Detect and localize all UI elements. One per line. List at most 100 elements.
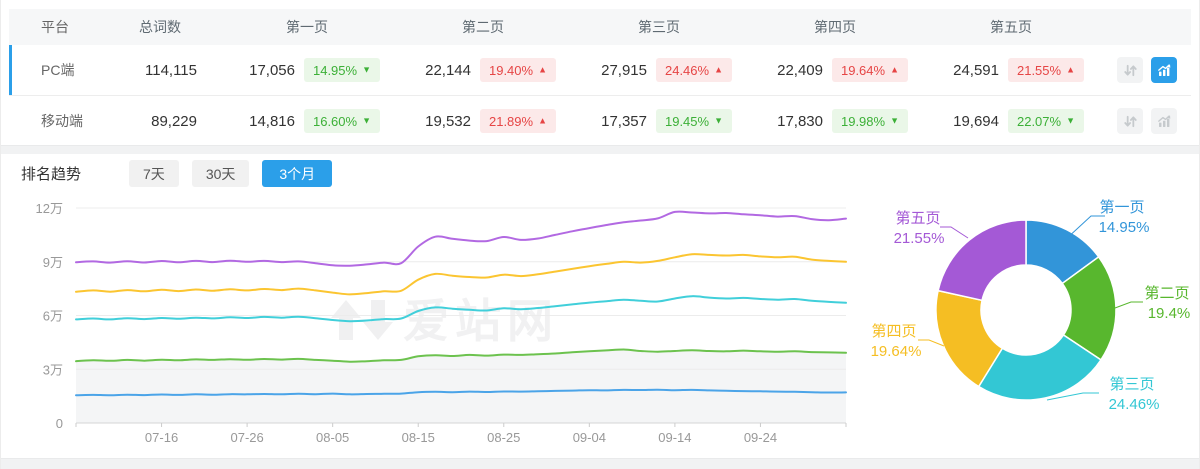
total-words-value: 114,115 (145, 61, 197, 79)
donut-label-leader (1046, 392, 1099, 401)
trend-line-第一页[interactable] (75, 388, 847, 397)
y-axis-label: 0 (56, 416, 63, 431)
donut-label-name: 第三页 (1109, 375, 1154, 393)
x-axis-label: 09-04 (573, 430, 606, 445)
arrow-up-icon: ▲ (538, 115, 547, 126)
change-percent-badge: 19.98% ▼ (832, 109, 908, 133)
x-axis-label: 08-15 (402, 430, 435, 445)
bar-chart-icon[interactable] (1151, 108, 1177, 134)
x-axis-label: 07-16 (145, 430, 178, 445)
arrow-down-icon: ▼ (890, 115, 899, 126)
page-count-value: 19,694 (953, 112, 999, 130)
column-header-3: 第一页 (286, 19, 328, 35)
bottom-strip (1, 458, 1199, 469)
page-count-value: 22,144 (425, 61, 471, 79)
y-axis-label: 6万 (43, 309, 63, 324)
arrow-up-icon: ▲ (538, 64, 547, 75)
donut-slice-第四页[interactable] (935, 289, 1004, 388)
rank-table-body: PC端 114,115 17,056 14.95% ▼ 22,144 19.40% ▲ 27,9… (9, 45, 1191, 147)
platform-label: PC端 (41, 62, 75, 78)
page-3-cell: 27,915 24.46% ▲ (571, 58, 747, 82)
page-4-cell: 22,409 19.64% ▲ (747, 58, 923, 82)
page-count-value: 24,591 (953, 61, 999, 79)
trend-section-title: 排名趋势 (21, 166, 82, 183)
area-fill (76, 349, 846, 423)
page-count-value: 19,532 (425, 112, 471, 130)
donut-label-leader (940, 226, 969, 239)
page-count-value: 17,357 (601, 112, 647, 130)
section-divider (1, 145, 1199, 154)
rank-table-header: 平台 总词数 第一页 第二页 第三页 第四页 第五页 (9, 9, 1191, 45)
change-percent-badge: 19.45% ▼ (656, 109, 732, 133)
change-percent-badge: 19.40% ▲ (480, 58, 556, 82)
trend-line-第四页[interactable] (75, 253, 847, 296)
page-1-cell: 17,056 14.95% ▼ (219, 58, 395, 82)
sort-arrows-icon[interactable] (1117, 108, 1143, 134)
trend-tab-30天[interactable]: 30天 (191, 160, 250, 187)
trend-header: 排名趋势 7天 30天 3个月 (21, 160, 333, 187)
platform-label: 移动端 (41, 113, 83, 129)
change-percent-badge: 19.64% ▲ (832, 58, 908, 82)
x-axis-label: 07-26 (230, 430, 263, 445)
page-5-cell: 24,591 21.55% ▲ (923, 58, 1099, 82)
change-percent-badge: 14.95% ▼ (304, 58, 380, 82)
page-2-cell: 19,532 21.89% ▲ (395, 109, 571, 133)
donut-slice-第五页[interactable] (937, 219, 1027, 302)
donut-label-name: 第四页 (871, 322, 916, 340)
trend-range-tabs: 7天 30天 3个月 (129, 160, 333, 187)
donut-label-leader (1064, 215, 1105, 241)
arrow-up-icon: ▲ (714, 64, 723, 75)
trend-tab-7天[interactable]: 7天 (129, 160, 179, 187)
rank-table: 平台 总词数 第一页 第二页 第三页 第四页 第五页 PC端 114,115 17,056 14.… (9, 9, 1191, 147)
bar-chart-icon-active[interactable] (1151, 57, 1177, 83)
page-5-cell: 19,694 22.07% ▼ (923, 109, 1099, 133)
trend-line-第二页[interactable] (75, 348, 847, 363)
arrow-down-icon: ▼ (714, 115, 723, 126)
row-actions (1099, 108, 1191, 134)
x-axis-label: 08-25 (487, 430, 520, 445)
rank-trend-line-chart[interactable]: 爱站网 0 3万 6万 9万 12万 07-16 07-26 08-05 08-15 08-25 09… (1, 185, 861, 469)
y-axis-label: 12万 (36, 201, 63, 216)
page-1-cell: 14,816 16.60% ▼ (219, 109, 395, 133)
table-row-PC端[interactable]: PC端 114,115 17,056 14.95% ▼ 22,144 19.40% ▲ 27,9… (9, 45, 1191, 96)
trend-line-第三页[interactable] (75, 295, 847, 323)
trend-line-第五页[interactable] (75, 210, 847, 267)
page-3-cell: 17,357 19.45% ▼ (571, 109, 747, 133)
arrow-down-icon: ▼ (362, 64, 371, 75)
column-header-6: 第四页 (814, 19, 856, 35)
donut-slice-第三页[interactable] (977, 333, 1102, 401)
x-axis-label: 08-05 (316, 430, 349, 445)
donut-label-percent: 19.64% (871, 343, 922, 360)
change-percent-badge: 21.89% ▲ (480, 109, 556, 133)
donut-label-name: 第二页 (1144, 284, 1189, 302)
arrow-down-icon: ▼ (362, 115, 371, 126)
trend-tab-3个月[interactable]: 3个月 (262, 160, 333, 187)
donut-label-name: 第五页 (895, 209, 940, 227)
page-count-value: 17,830 (777, 112, 823, 130)
page-2-cell: 22,144 19.40% ▲ (395, 58, 571, 82)
donut-label-percent: 14.95% (1099, 219, 1150, 236)
y-axis-label: 3万 (43, 362, 63, 377)
page-share-donut-chart[interactable]: 第一页 14.95% 第二页 19.4% 第三页 24.46% 第四页 19.64% 第五页 21… (861, 180, 1200, 469)
donut-label-percent: 24.46% (1109, 396, 1160, 413)
page-count-value: 17,056 (249, 61, 295, 79)
change-percent-badge: 21.55% ▲ (1008, 58, 1084, 82)
column-header-5: 第三页 (638, 19, 680, 35)
row-actions (1099, 57, 1191, 83)
column-header-4: 第二页 (462, 19, 504, 35)
page-4-cell: 17,830 19.98% ▼ (747, 109, 923, 133)
page-count-value: 14,816 (249, 112, 295, 130)
arrow-up-icon: ▲ (890, 64, 899, 75)
arrow-down-icon: ▼ (1066, 115, 1075, 126)
donut-label-leader (1114, 301, 1143, 309)
donut-label-percent: 19.4% (1148, 305, 1191, 322)
change-percent-badge: 22.07% ▼ (1008, 109, 1084, 133)
donut-label-leader (918, 339, 945, 347)
donut-label-percent: 21.55% (894, 230, 945, 247)
sort-arrows-icon[interactable] (1117, 57, 1143, 83)
y-axis-label: 9万 (43, 255, 63, 270)
x-axis-label: 09-24 (744, 430, 777, 445)
table-row-移动端[interactable]: 移动端 89,229 14,816 16.60% ▼ 19,532 21.89% ▲ 17,35… (9, 96, 1191, 147)
arrow-up-icon: ▲ (1066, 64, 1075, 75)
